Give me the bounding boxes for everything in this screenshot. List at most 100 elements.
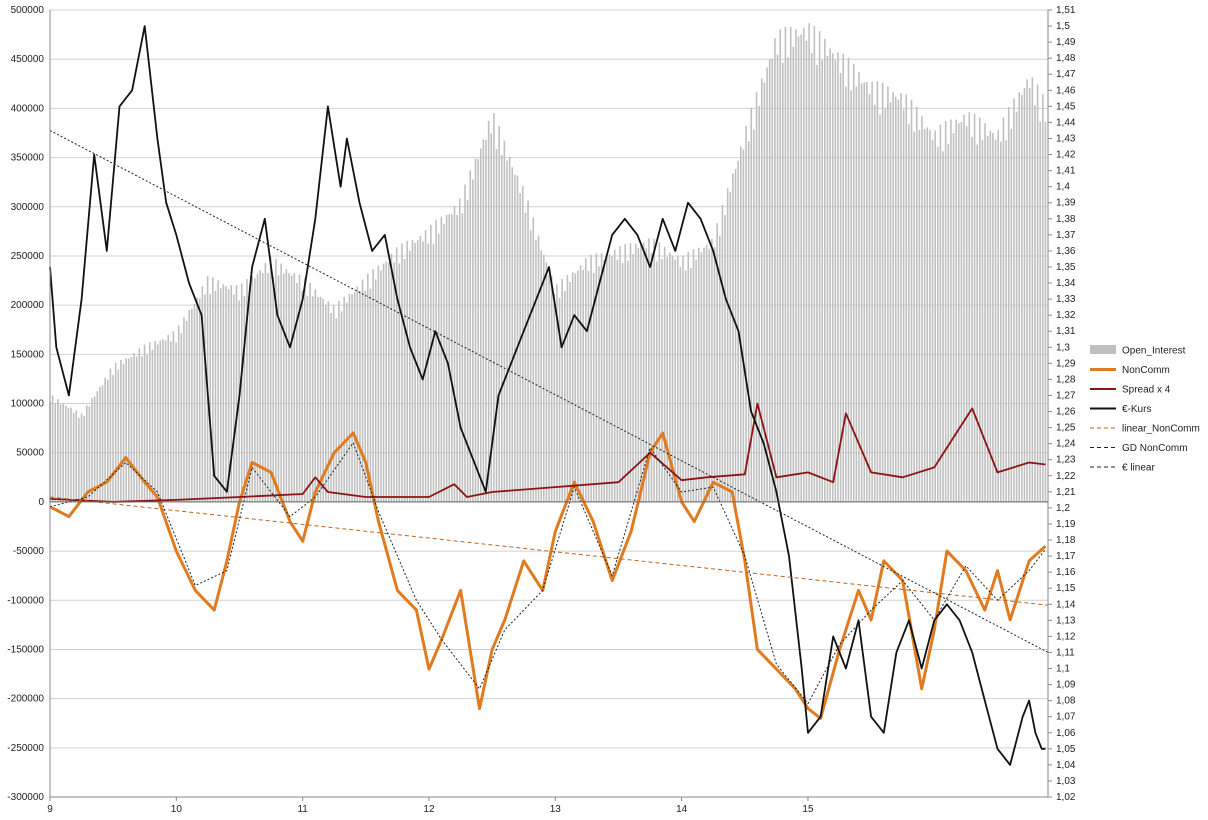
open-interest-bar: [834, 60, 837, 502]
open-interest-bar: [642, 242, 645, 502]
open-interest-bar: [742, 149, 745, 502]
open-interest-bar: [212, 277, 214, 502]
legend-label: GD NonComm: [1122, 443, 1188, 454]
y-left-tick-label: -50000: [13, 546, 45, 557]
open-interest-bar: [351, 294, 353, 502]
open-interest-bar: [414, 242, 416, 502]
open-interest-bar: [385, 261, 387, 502]
open-interest-bar: [718, 235, 721, 502]
open-interest-bar: [269, 256, 272, 502]
open-interest-bar: [83, 415, 85, 502]
open-interest-bar: [971, 137, 973, 502]
y-right-tick-label: 1,26: [1056, 407, 1076, 418]
open-interest-bar: [411, 239, 414, 502]
open-interest-bar: [858, 72, 860, 502]
open-interest-bar: [177, 325, 180, 502]
open-interest-bar: [729, 191, 732, 502]
y-left-tick-label: -150000: [7, 644, 44, 655]
open-interest-bar: [1000, 141, 1002, 502]
open-interest-bar: [130, 356, 133, 502]
open-interest-bar: [159, 340, 162, 502]
open-interest-bar: [461, 213, 464, 502]
open-interest-bar: [359, 290, 361, 502]
open-interest-bar: [747, 141, 750, 502]
open-interest-bar: [674, 259, 676, 502]
open-interest-bar: [813, 25, 816, 502]
y-left-tick-label: 500000: [11, 5, 45, 16]
open-interest-bar: [960, 121, 963, 502]
open-interest-bar: [687, 251, 690, 502]
open-interest-bar: [185, 320, 188, 502]
y-left-tick-label: -200000: [7, 694, 44, 705]
open-interest-bar: [135, 356, 138, 502]
open-interest-bar: [335, 318, 338, 502]
open-interest-bar: [256, 274, 259, 502]
open-interest-bar: [984, 123, 986, 502]
open-interest-bar: [955, 119, 957, 502]
open-interest-bar: [235, 285, 238, 502]
open-interest-bar: [327, 301, 330, 502]
open-interest-bar: [298, 274, 301, 502]
open-interest-bar: [947, 143, 950, 502]
open-interest-bar: [655, 261, 658, 502]
legend-label: NonComm: [1122, 365, 1170, 376]
open-interest-bar: [792, 46, 795, 502]
open-interest-bar: [406, 240, 409, 502]
open-interest-bar: [852, 63, 855, 502]
y-right-tick-label: 1,07: [1056, 712, 1076, 723]
open-interest-bar: [611, 256, 613, 502]
open-interest-bar: [251, 275, 254, 502]
open-interest-bar: [532, 217, 535, 502]
open-interest-bar: [535, 239, 537, 502]
open-interest-bar: [372, 269, 374, 502]
open-interest-bar: [968, 112, 971, 502]
open-interest-bar: [936, 146, 939, 502]
open-interest-bar: [658, 242, 661, 502]
open-interest-bar: [900, 93, 902, 502]
open-interest-bar: [1028, 88, 1031, 502]
y-right-tick-label: 1,13: [1056, 615, 1076, 626]
y-right-tick-label: 1,37: [1056, 230, 1076, 241]
open-interest-bar: [340, 311, 343, 502]
y-right-tick-label: 1,22: [1056, 471, 1076, 482]
legend-label: Spread x 4: [1122, 385, 1171, 396]
open-interest-bar: [918, 129, 921, 502]
open-interest-bar: [768, 59, 771, 502]
open-interest-bar: [254, 278, 256, 502]
open-interest-bar: [217, 280, 219, 502]
open-interest-bar: [464, 184, 466, 502]
open-interest-bar: [374, 279, 377, 502]
y-left-tick-label: 200000: [11, 300, 45, 311]
y-right-tick-label: 1,3: [1056, 342, 1070, 353]
open-interest-bar: [240, 283, 243, 502]
open-interest-bar: [214, 290, 217, 502]
open-interest-bar: [839, 73, 842, 502]
open-interest-bar: [369, 288, 372, 502]
open-interest-bar: [427, 243, 430, 502]
open-interest-bar: [437, 233, 440, 502]
y-left-tick-label: 450000: [11, 54, 45, 65]
open-interest-bar: [330, 313, 332, 502]
y-right-tick-label: 1,25: [1056, 423, 1076, 434]
open-interest-bar: [233, 294, 235, 502]
open-interest-bar: [398, 263, 401, 502]
open-interest-bar: [619, 246, 621, 502]
open-interest-bar: [128, 358, 130, 502]
open-interest-bar: [146, 355, 148, 502]
y-left-tick-label: 50000: [16, 448, 44, 459]
open-interest-bar: [230, 285, 233, 502]
open-interest-bar: [663, 246, 666, 502]
open-interest-bar: [902, 109, 905, 502]
open-interest-bar: [826, 55, 829, 502]
open-interest-bar: [88, 406, 91, 502]
open-interest-bar: [782, 62, 784, 502]
open-interest-bar: [201, 286, 204, 502]
open-interest-bar: [361, 279, 364, 502]
open-interest-bar: [114, 362, 117, 502]
open-interest-bar: [80, 413, 83, 502]
open-interest-bar: [958, 123, 960, 502]
open-interest-bar: [590, 254, 592, 502]
open-interest-bar: [395, 247, 398, 502]
open-interest-bar: [485, 140, 487, 502]
